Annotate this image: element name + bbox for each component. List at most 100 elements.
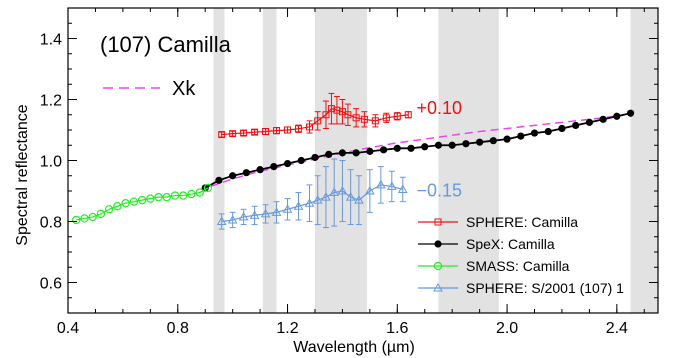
data-point	[146, 194, 155, 203]
data-point	[338, 149, 347, 157]
data-point	[379, 146, 388, 154]
y-tick-label: 0.6	[40, 276, 62, 293]
x-tick-label: 0.8	[167, 320, 189, 337]
y-tick-label: 1.2	[40, 93, 62, 110]
data-point	[558, 124, 566, 133]
data-point	[218, 131, 226, 139]
data-point	[311, 153, 319, 162]
data-point	[371, 117, 379, 125]
legend: SPHERE: Camilla SpeX: Camilla SMASS: Camil…	[418, 214, 624, 296]
data-point	[129, 197, 139, 206]
x-tick-label: 2.0	[496, 320, 518, 337]
data-point	[345, 192, 356, 201]
data-point	[80, 214, 89, 223]
data-point	[216, 216, 227, 225]
data-point	[434, 141, 443, 149]
data-point	[433, 282, 443, 292]
data-point	[238, 211, 249, 221]
x-axis-label: Wavelength (µm)	[293, 339, 415, 356]
data-point	[229, 172, 237, 180]
data-point	[260, 208, 271, 218]
data-point	[121, 198, 130, 208]
x-tick-label: 0.4	[57, 320, 79, 337]
data-point	[249, 210, 260, 219]
data-point	[364, 185, 375, 195]
data-point	[434, 218, 442, 226]
data-point	[434, 240, 442, 248]
data-point	[462, 140, 470, 148]
legend-label: SPHERE: S/2001 (107) 1	[466, 280, 624, 296]
data-point	[229, 130, 237, 138]
data-point	[393, 112, 401, 120]
telluric-bands	[213, 8, 658, 313]
series-line	[76, 187, 209, 221]
data-point	[284, 126, 292, 134]
data-point	[407, 144, 415, 152]
shaded-band	[213, 8, 225, 313]
data-point	[352, 114, 360, 122]
data-point	[179, 191, 188, 200]
reference-label: Xk	[172, 78, 196, 100]
data-point	[203, 183, 213, 193]
data-point	[113, 202, 122, 211]
data-point	[366, 147, 374, 155]
data-point	[283, 159, 292, 168]
data-point	[227, 214, 238, 224]
data-point	[162, 192, 171, 202]
offset-label: −0.15	[417, 180, 463, 200]
data-point	[256, 166, 264, 174]
axis-ticks: 0.4 0.8 1.2 1.6 2.0 2.4 0.6 0.8 1.0 1.2 1.4	[40, 8, 658, 337]
data-point	[293, 201, 304, 210]
data-point	[397, 184, 408, 193]
data-point	[273, 127, 281, 135]
data-point	[137, 195, 147, 205]
data-point	[96, 209, 106, 219]
data-point	[337, 185, 348, 195]
data-point	[626, 109, 635, 117]
data-point	[352, 149, 360, 157]
data-point	[88, 212, 97, 222]
x-tick-label: 1.6	[386, 320, 408, 337]
offset-annotations: +0.10 −0.15	[417, 98, 463, 200]
data-point	[333, 106, 341, 114]
data-point	[585, 118, 593, 126]
data-point	[201, 184, 209, 192]
data-point	[433, 261, 443, 271]
data-point	[354, 195, 364, 204]
data-point	[404, 111, 412, 119]
data-point	[544, 127, 552, 136]
data-point	[242, 169, 250, 177]
data-series	[72, 92, 635, 230]
data-point	[448, 141, 456, 149]
data-point	[476, 138, 484, 146]
series-triangle	[216, 158, 408, 230]
legend-label: SMASS: Camilla	[466, 258, 570, 274]
data-point	[393, 144, 401, 152]
chart-title: (107) Camilla	[100, 32, 232, 57]
data-point	[360, 115, 368, 123]
y-tick-label: 1.4	[40, 32, 62, 49]
data-point	[321, 192, 331, 201]
data-point	[599, 115, 607, 123]
data-point	[187, 189, 196, 199]
data-point	[314, 117, 322, 125]
data-point	[297, 156, 305, 165]
data-point	[282, 204, 293, 213]
series-dot	[201, 109, 635, 192]
data-point	[215, 176, 223, 184]
data-point	[72, 215, 81, 225]
data-point	[304, 198, 315, 207]
data-point	[530, 129, 539, 137]
offset-label: +0.10	[417, 98, 463, 118]
y-tick-label: 1.0	[40, 154, 62, 171]
series-circle	[72, 183, 213, 225]
x-tick-label: 1.2	[276, 320, 298, 337]
data-point	[305, 123, 313, 131]
data-point	[327, 105, 335, 113]
data-point	[240, 129, 248, 137]
shaded-band	[262, 8, 277, 313]
data-point	[312, 195, 323, 204]
data-point	[329, 187, 340, 197]
legend-label: SpeX: Camilla	[466, 236, 555, 252]
